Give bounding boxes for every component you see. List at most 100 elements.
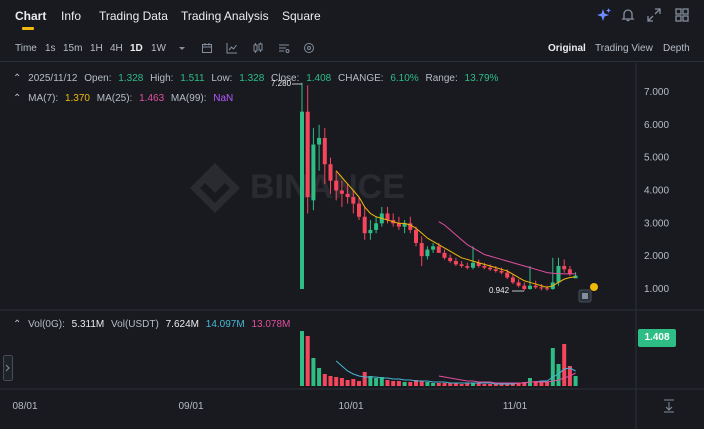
price-tick: 6.000 [644,120,669,131]
close-value: 1.408 [306,73,332,84]
volume-bar [516,383,521,386]
low-value: 1.328 [239,73,265,84]
volume-bar [448,383,453,386]
view-trading-view[interactable]: Trading View [595,43,653,54]
candle-body [322,137,327,165]
bell-icon[interactable] [620,7,636,23]
volume-bar [322,374,327,386]
vol-label: Vol(0G): [28,319,65,330]
candle-body [374,223,379,230]
sparkle-icon[interactable] [596,7,612,23]
settings-icon[interactable] [303,42,315,54]
volume-bar [408,382,413,386]
volume-bar [442,383,447,386]
volume-bar [379,377,384,386]
ma99-value: NaN [213,93,234,104]
candle-body [345,193,350,198]
volume-bar [471,383,475,386]
grid-icon[interactable] [674,7,690,23]
interval-1d[interactable]: 1D [130,43,143,54]
volume-bar [351,379,356,386]
candle-body [368,229,373,234]
volume-bar [476,383,481,386]
volume-bar [317,368,322,386]
volume-bar [328,376,333,386]
interval-1s[interactable]: 1s [45,43,56,54]
tab-square[interactable]: Square [282,9,321,23]
view-depth[interactable]: Depth [663,43,690,54]
price-tick: 7.000 [644,87,669,98]
volume-bar [522,382,527,386]
volume-bar [345,380,350,386]
ma99-label: MA(99): [170,93,207,104]
chart-area[interactable]: BINANCE 7.000 6.000 5.000 4.000 3.000 2.000 1.… [0,63,704,429]
candle-body [488,267,493,270]
time-label: Time [15,43,37,54]
news-icon[interactable] [578,289,592,303]
volume-bar [396,381,401,386]
chevron-icon[interactable]: ⌃ [13,93,25,104]
ma7-value: 1.370 [64,93,90,104]
volume-bar [402,382,407,386]
chevron-icon[interactable]: ⌃ [13,73,25,84]
candle-body [459,264,464,267]
interval-1w[interactable]: 1W [151,43,166,54]
price-tick: 3.000 [644,218,669,229]
volume-bar [459,384,464,386]
vol-value: 5.311M [71,319,105,330]
candle-body [528,285,532,289]
watermark-text: BINANCE [250,168,405,206]
tab-info[interactable]: Info [61,9,82,23]
volume-bar [339,378,344,386]
expand-icon[interactable] [646,7,662,23]
indicator-icon[interactable] [226,42,238,54]
candle-body [533,285,538,288]
ma7-line [335,170,576,288]
dropdown-icon[interactable] [176,42,188,54]
change-label: CHANGE: [338,73,384,84]
interval-1h[interactable]: 1H [90,43,103,54]
candle-body [482,266,487,268]
candle-body [300,111,304,289]
volume-bar [414,380,418,386]
volume-bar [300,331,304,386]
chevron-icon[interactable]: ⌃ [13,319,25,330]
candle-body [493,269,498,271]
low-annotation: 0.942 [489,286,510,295]
candle-body [562,266,567,270]
last-price-tag: 1.408 [638,329,676,347]
collapse-panel-icon[interactable] [3,355,13,381]
candle-body [385,213,390,221]
candle-body [471,262,475,268]
tab-active-indicator [22,27,34,30]
event-marker-icon[interactable] [589,282,599,292]
candle-body [339,190,344,194]
high-label: High: [150,73,174,84]
calendar-icon[interactable] [201,42,213,54]
price-tick: 4.000 [644,186,669,197]
candlestick-chart[interactable]: BINANCE 7.000 6.000 5.000 4.000 3.000 2.000 1.… [0,63,704,429]
vol-ma2-line [438,372,576,384]
interval-15m[interactable]: 15m [63,43,83,54]
candle-body [436,246,441,253]
vol-usdt-value: 7.624M [165,319,199,330]
scroll-to-end-icon[interactable] [662,399,676,413]
tab-trading-data[interactable]: Trading Data [99,9,168,23]
candle-type-icon[interactable] [252,42,264,54]
tab-chart[interactable]: Chart [15,9,47,23]
ma25-line [438,221,576,275]
interval-4h[interactable]: 4H [110,43,123,54]
view-original[interactable]: Original [548,43,586,54]
volume-bar [499,384,504,386]
candle-body [522,285,527,289]
low-label: Low: [211,73,233,84]
volume-bar [362,372,367,386]
candle-body [334,180,339,191]
volume-bar [488,384,493,386]
volume-bar [391,381,396,386]
volume-bar [493,384,498,386]
candle-body [539,287,544,289]
vol-ma1-value: 14.097M [205,319,245,330]
drawing-icon[interactable] [278,42,290,54]
tab-trading-analysis[interactable]: Trading Analysis [181,9,269,23]
